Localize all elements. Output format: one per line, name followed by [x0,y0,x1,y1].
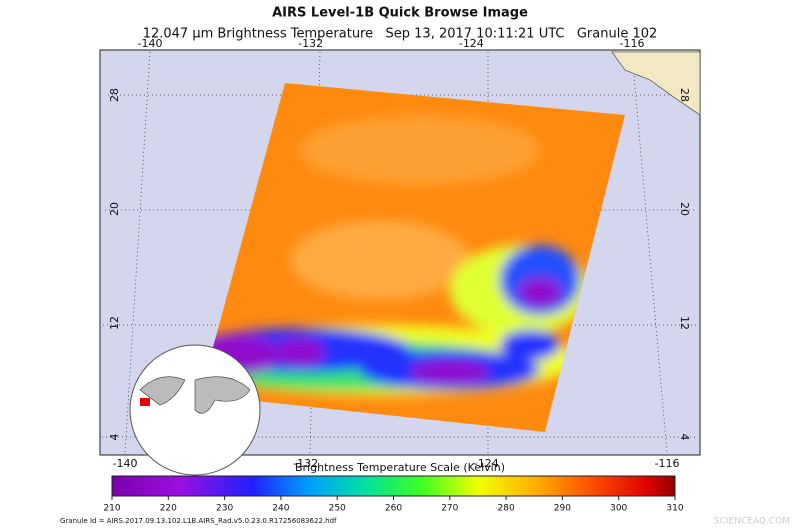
colorbar-title: Brightness Temperature Scale (Kelvin) [295,461,505,474]
subtitle: 12.047 μm Brightness Temperature Sep 13,… [143,27,658,42]
inset-globe [129,344,261,476]
lat-label-left: 20 [108,202,121,216]
lon-label-bottom: -124 [474,457,499,470]
lat-label-left: 28 [108,88,121,102]
lon-label-bottom: -132 [293,457,318,470]
coastline [611,51,701,116]
lon-label-bottom: -140 [113,457,138,470]
colorbar-tick-label: 250 [329,504,346,514]
lat-label-left: 4 [108,434,121,441]
lat-label-right: 4 [678,434,691,441]
lon-label-top: -140 [138,37,163,50]
granule-id: Granule Id = AIRS.2017.09.13.102.L1B.AIR… [60,517,337,525]
colorbar-tick-label: 270 [441,504,458,514]
lon-label-top: -132 [298,37,323,50]
colorbar-tick-label: 290 [554,504,571,514]
title: AIRS Level-1B Quick Browse Image [272,6,528,21]
colorbar-tick-label: 220 [160,504,177,514]
lat-label-right: 28 [678,88,691,102]
lat-label-right: 20 [678,202,691,216]
colorbar-tick-label: 260 [385,504,402,514]
colorbar-tick-label: 210 [103,504,120,514]
watermark: SCIENCEAQ.COM [714,517,790,527]
swath-imagery [200,115,590,395]
lat-label-right: 12 [678,316,691,330]
colorbar-tick-label: 310 [666,504,683,514]
colorbar-tick-label: 230 [216,504,233,514]
lon-label-top: -124 [459,37,484,50]
lon-label-top: -116 [620,37,645,50]
colorbar-tick-label: 300 [610,504,627,514]
colorbar-tick-label: 280 [498,504,515,514]
colorbar [111,475,676,497]
lon-label-bottom: -116 [655,457,680,470]
lat-label-left: 12 [108,316,121,330]
colorbar-tick-label: 240 [272,504,289,514]
